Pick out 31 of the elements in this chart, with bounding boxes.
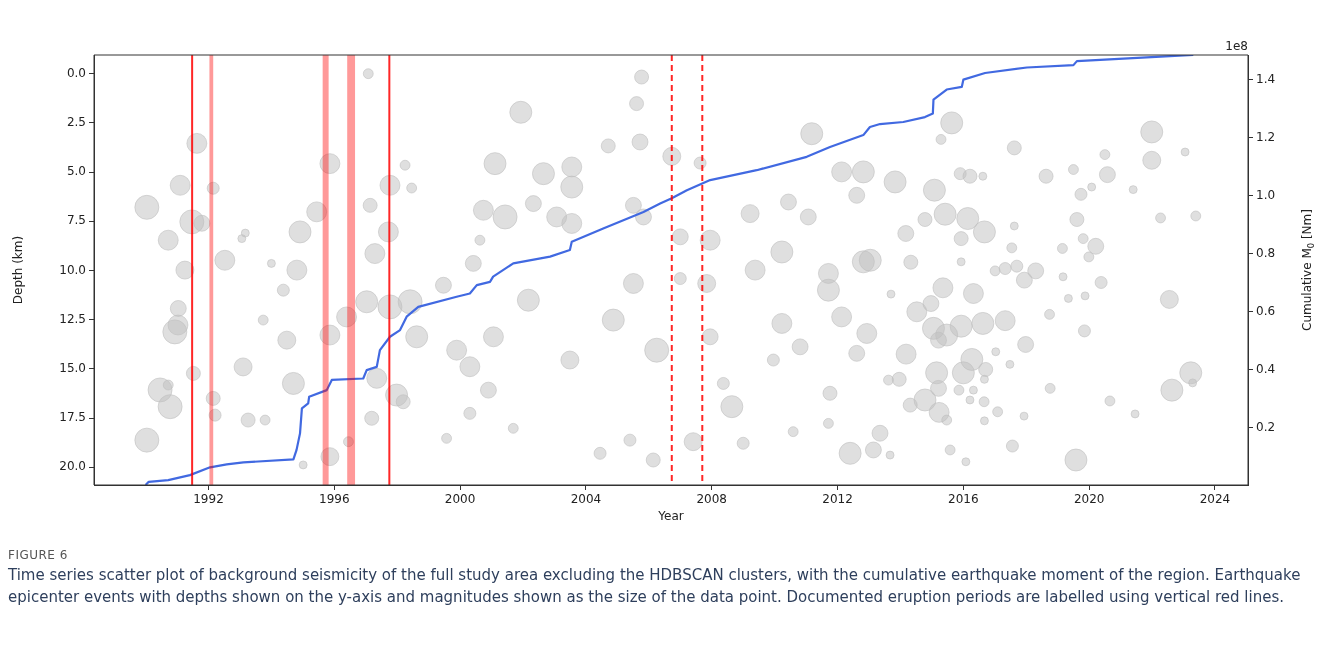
y2-tick-label: 1.4 xyxy=(1256,71,1276,86)
x-tick-label: 2020 xyxy=(1073,492,1105,507)
x-tick-label: 1996 xyxy=(319,492,350,507)
y2-tick-label: 0.8 xyxy=(1256,245,1276,260)
y-tick-label: 12.5 xyxy=(59,311,86,326)
x-tick-label: 2012 xyxy=(822,492,853,507)
y-tick-label: 0.0 xyxy=(66,65,86,80)
y2-tick-label: 1.0 xyxy=(1256,187,1276,202)
x-axis-title: Year xyxy=(657,508,684,523)
x-tick-label: 2000 xyxy=(444,492,476,507)
y2-tick-label: 1.2 xyxy=(1256,129,1276,144)
text: Time series scatter plot of background seismicity of the full study area excluding the HDBSCAN clusters, with the cumulative earthquake moment of the region. Earthquake epicenter events with depths shown on the y-axis and magnitudes shown as the size of the data point. Documented eruption periods are labelled using vertical red lines. xyxy=(8,565,1302,608)
x-tick-label: 2016 xyxy=(948,492,979,507)
y2-tick-label: 0.2 xyxy=(1256,419,1276,434)
y2-axis-title: Cumulative M0 [Nm] xyxy=(1300,209,1316,331)
y-axis-title: Depth (km) xyxy=(11,235,26,305)
x-tick-label: 2008 xyxy=(696,492,727,507)
y2-tick-label: 0.6 xyxy=(1256,303,1276,318)
caption: FIGURE 6 xyxy=(8,548,69,562)
x-tick-label: 2024 xyxy=(1199,492,1231,507)
y-tick-label: 10.0 xyxy=(59,262,86,277)
y-tick-label: 17.5 xyxy=(59,410,86,425)
y-tick-label: 15.0 xyxy=(59,361,86,376)
x-tick-label: 2004 xyxy=(570,492,602,507)
y2-tick-label: 0.4 xyxy=(1256,361,1276,376)
y-tick-label: 7.5 xyxy=(66,213,86,228)
y-tick-label: 2.5 xyxy=(66,115,86,130)
text: 1e8 xyxy=(1225,39,1248,54)
y-tick-label: 5.0 xyxy=(66,164,86,179)
x-tick-label: 1992 xyxy=(193,492,224,507)
y-tick-label: 20.0 xyxy=(59,459,86,474)
